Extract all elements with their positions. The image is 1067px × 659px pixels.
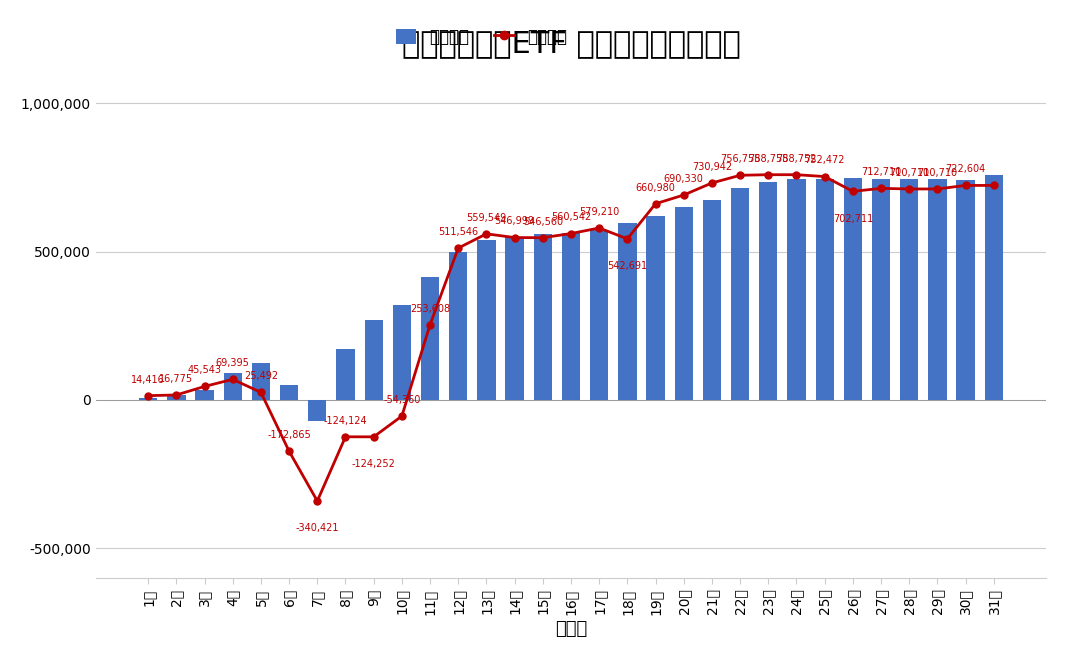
Text: 710,710: 710,710 (918, 168, 957, 178)
Text: 756,758: 756,758 (720, 154, 761, 164)
Text: 69,395: 69,395 (216, 358, 250, 368)
Text: 690,330: 690,330 (664, 174, 703, 184)
Text: 511,546: 511,546 (439, 227, 478, 237)
Text: 710,710: 710,710 (889, 168, 929, 178)
Bar (336, 349, 354, 400)
Text: 660,980: 660,980 (636, 183, 675, 192)
Bar (618, 223, 637, 400)
Text: 559,549: 559,549 (466, 213, 507, 223)
Text: 25,492: 25,492 (244, 371, 278, 382)
Bar (195, 389, 213, 400)
Bar (477, 240, 495, 400)
Text: 730,942: 730,942 (691, 162, 732, 172)
Legend: 累計利益, 実現損益: 累計利益, 実現損益 (389, 21, 574, 53)
Bar (590, 230, 608, 400)
Text: 253,608: 253,608 (410, 304, 450, 314)
Text: -124,252: -124,252 (352, 459, 396, 469)
Bar (562, 233, 580, 400)
Text: 758,752: 758,752 (777, 154, 816, 163)
Bar (252, 363, 270, 400)
Bar (393, 305, 411, 400)
Bar (647, 216, 665, 400)
Bar (139, 397, 157, 400)
Text: 752,472: 752,472 (805, 156, 845, 165)
Title: トライオートETF ピラミッド戦略実績: トライオートETF ピラミッド戦略実績 (401, 30, 740, 59)
Bar (787, 179, 806, 400)
Bar (308, 400, 327, 420)
Bar (365, 320, 383, 400)
Bar (815, 179, 833, 400)
Bar (985, 175, 1003, 400)
Bar (420, 277, 440, 400)
Bar (759, 182, 778, 400)
Text: 722,604: 722,604 (945, 164, 986, 175)
Text: 579,210: 579,210 (579, 207, 619, 217)
Bar (928, 179, 946, 400)
Bar (844, 178, 862, 400)
Text: 546,999: 546,999 (495, 216, 535, 227)
Bar (731, 188, 749, 400)
Bar (168, 395, 186, 400)
Text: 712,710: 712,710 (861, 167, 902, 177)
Bar (534, 235, 552, 400)
X-axis label: 経過週: 経過週 (555, 620, 587, 638)
Bar (956, 181, 975, 400)
Bar (901, 179, 919, 400)
Text: -54,360: -54,360 (383, 395, 420, 405)
Bar (449, 252, 467, 400)
Text: 702,711: 702,711 (832, 214, 873, 223)
Text: -172,865: -172,865 (267, 430, 310, 440)
Bar (224, 373, 242, 400)
Bar (703, 200, 721, 400)
Text: -124,124: -124,124 (323, 416, 367, 426)
Text: 542,691: 542,691 (607, 261, 648, 271)
Text: 16,775: 16,775 (159, 374, 193, 384)
Text: 546,560: 546,560 (523, 217, 563, 227)
Text: 45,543: 45,543 (188, 365, 222, 376)
Text: 758,758: 758,758 (748, 154, 789, 163)
Bar (506, 237, 524, 400)
Bar (674, 207, 692, 400)
Text: 14,416: 14,416 (131, 374, 165, 385)
Text: -340,421: -340,421 (296, 523, 339, 533)
Text: 560,542: 560,542 (551, 212, 591, 223)
Bar (280, 385, 299, 400)
Bar (872, 179, 890, 400)
